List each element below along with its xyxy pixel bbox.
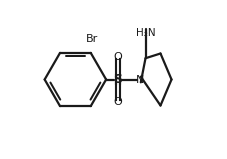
Text: O: O bbox=[113, 52, 122, 62]
Text: N: N bbox=[135, 75, 143, 84]
Text: O: O bbox=[113, 97, 122, 107]
Text: S: S bbox=[113, 73, 122, 86]
Text: Br: Br bbox=[85, 34, 97, 44]
Text: H₂N: H₂N bbox=[135, 28, 155, 38]
